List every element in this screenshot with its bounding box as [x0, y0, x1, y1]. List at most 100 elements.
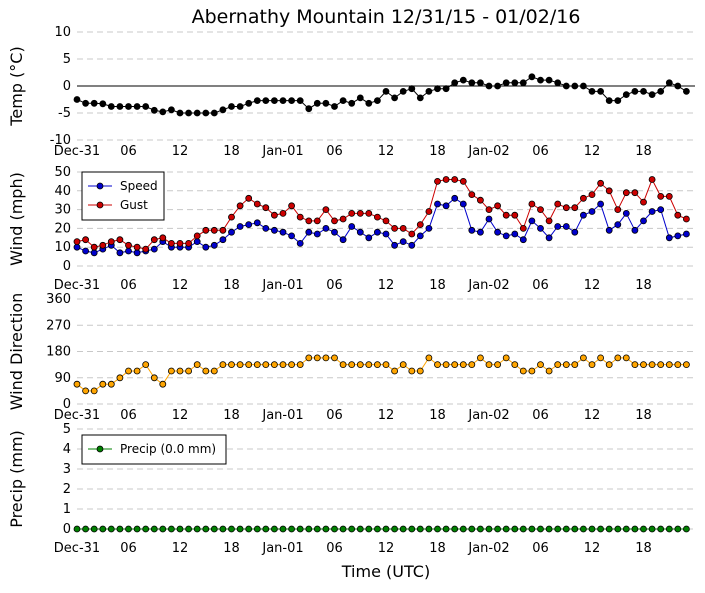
data-point [597, 525, 604, 533]
data-point [511, 211, 519, 219]
data-point [562, 204, 570, 212]
data-point [176, 109, 184, 117]
data-point [640, 88, 647, 95]
data-point [142, 103, 150, 110]
data-point [580, 194, 587, 202]
data-point [193, 232, 201, 240]
x-tick-label: 06 [532, 278, 549, 293]
data-point [442, 361, 450, 369]
data-point [399, 224, 407, 232]
data-point [537, 361, 544, 369]
data-point [434, 85, 441, 93]
data-point [408, 367, 416, 375]
data-point [597, 88, 604, 95]
data-point [382, 361, 390, 369]
data-point [253, 219, 261, 227]
data-point [528, 73, 536, 81]
data-point [442, 176, 450, 183]
data-point [571, 204, 579, 212]
x-tick-label: 18 [635, 541, 652, 556]
data-point [605, 226, 613, 234]
data-point [348, 209, 356, 217]
x-tick-label: 12 [378, 541, 395, 556]
data-point [588, 191, 596, 199]
x-tick-label: 12 [172, 278, 189, 293]
data-point [150, 106, 158, 114]
data-point [511, 230, 519, 238]
data-point [451, 79, 459, 87]
data-point [365, 525, 373, 533]
data-point [73, 525, 81, 533]
x-tick-label: Jan-02 [467, 278, 509, 293]
data-point [605, 525, 613, 533]
data-point [219, 525, 227, 533]
data-point [82, 236, 89, 244]
data-point [245, 221, 253, 229]
data-point [640, 198, 647, 206]
data-point [365, 361, 373, 369]
data-point [545, 217, 553, 225]
data-point [331, 217, 338, 225]
data-point [519, 236, 527, 244]
data-point [99, 525, 107, 533]
data-point [416, 94, 424, 102]
data-point [167, 525, 175, 533]
x-tick-label: Dec-31 [54, 408, 100, 423]
data-point [348, 361, 356, 369]
data-point [356, 525, 364, 533]
data-point [545, 76, 553, 84]
x-tick-label: 06 [326, 278, 343, 293]
data-point [580, 82, 587, 90]
data-point [193, 238, 201, 246]
data-point [674, 525, 682, 533]
data-point [322, 206, 330, 214]
data-point [674, 232, 682, 240]
data-point [322, 354, 330, 362]
data-point [219, 106, 227, 114]
y-tick-label: -10 [50, 133, 71, 148]
series-line-direction [76, 357, 687, 392]
data-point [288, 361, 296, 369]
data-point [657, 361, 665, 369]
data-point [562, 525, 570, 533]
data-point [339, 361, 347, 369]
data-point [391, 241, 399, 249]
data-point [408, 85, 416, 93]
data-point [597, 179, 604, 187]
data-point [451, 361, 459, 369]
x-tick-label: 06 [326, 144, 343, 159]
data-point [262, 97, 270, 104]
data-point [502, 354, 510, 362]
data-point [167, 106, 175, 114]
legend-marker [96, 182, 104, 190]
data-point [262, 224, 270, 232]
data-point [562, 361, 570, 369]
data-point [391, 224, 399, 232]
data-point [580, 211, 587, 219]
data-point [356, 228, 364, 236]
data-point [425, 224, 433, 232]
data-point [142, 361, 150, 369]
y-tick-label: 360 [46, 292, 71, 307]
data-point [142, 525, 150, 533]
data-point [348, 99, 356, 107]
x-tick-label: 06 [532, 541, 549, 556]
y-tick-label: 40 [54, 184, 71, 199]
data-point [588, 525, 596, 533]
legend-label: Precip (0.0 mm) [120, 442, 216, 456]
y-tick-label: 0 [63, 397, 71, 412]
data-point [305, 217, 313, 225]
data-point [459, 200, 467, 208]
x-tick-label: 06 [120, 144, 137, 159]
data-point [408, 241, 416, 249]
x-tick-label: 18 [223, 278, 240, 293]
data-point [356, 209, 364, 217]
data-point [648, 208, 656, 215]
data-point [622, 525, 630, 533]
data-point [99, 100, 107, 108]
data-point [322, 99, 330, 107]
data-point [185, 525, 193, 533]
x-tick-label: 12 [584, 144, 601, 159]
y-axis-label: Precip (mm) [7, 430, 26, 528]
y-tick-label: 270 [46, 318, 71, 333]
